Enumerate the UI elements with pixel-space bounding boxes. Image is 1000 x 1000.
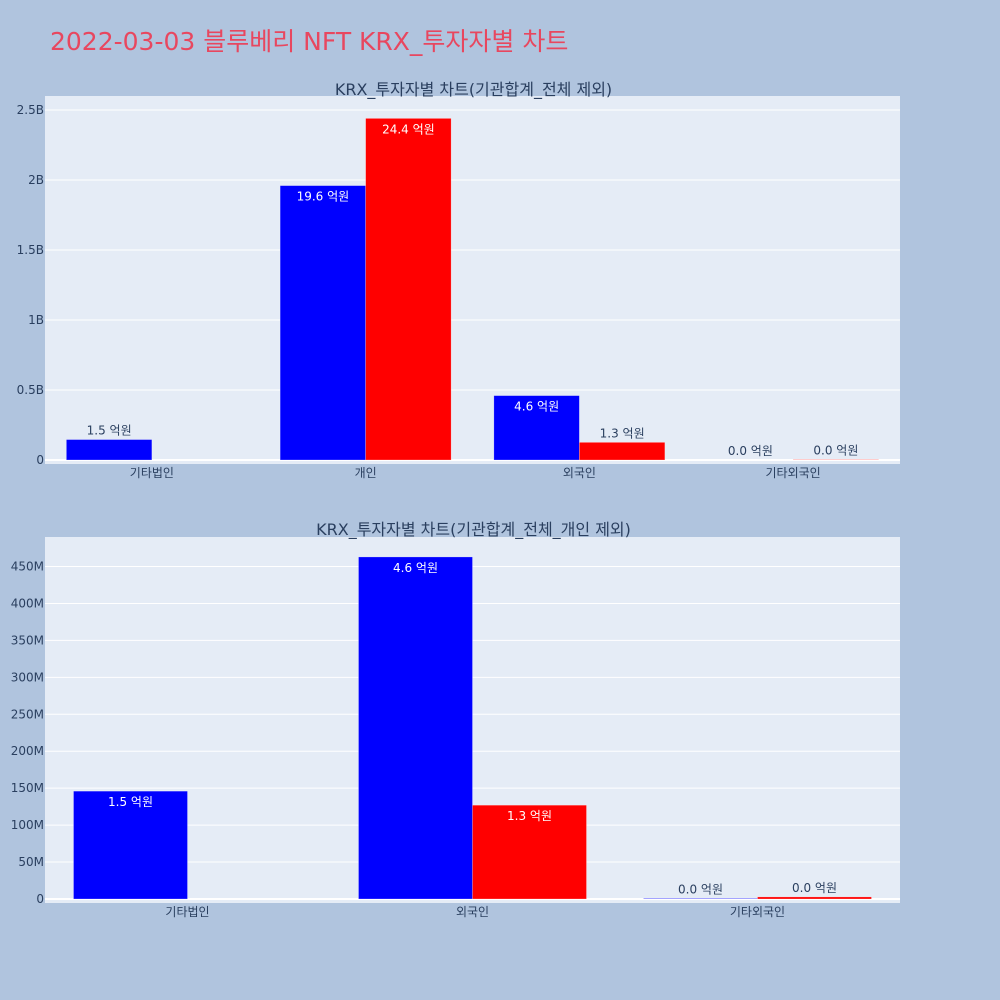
y-tick-label: 0 [36,453,44,467]
bar-red [365,118,452,461]
data-label: 0.0 억원 [678,882,723,896]
data-label: 4.6 억원 [514,400,559,414]
y-tick-label: 350M [11,633,44,647]
x-tick-label: 외국인 [563,466,596,480]
bar-blue [643,898,758,900]
bar-blue [279,185,366,461]
x-tick-label: 기타법인 [130,466,174,480]
bar-blue [358,556,473,900]
y-tick-label: 300M [11,670,44,684]
y-tick-label: 2.5B [17,103,44,117]
y-tick-label: 1B [28,313,44,327]
data-label: 0.0 억원 [728,444,773,458]
y-tick-label: 2B [28,173,44,187]
chart-title: KRX_투자자별 차트(기관합계_전체_개인 제외) [316,520,631,540]
x-tick-label: 기타외국인 [766,466,821,480]
y-tick-label: 400M [11,596,44,610]
bar-red [579,442,666,461]
y-tick-label: 1.5B [17,243,44,257]
data-label: 1.5 억원 [108,795,153,809]
data-label: 1.3 억원 [600,426,645,440]
x-tick-label: 개인 [355,466,377,480]
y-tick-label: 200M [11,744,44,758]
bar-blue [73,790,188,900]
data-label: 0.0 억원 [792,881,837,895]
y-tick-label: 0 [36,892,44,906]
bar-blue [493,395,580,461]
data-label: 4.6 억원 [393,561,438,575]
x-tick-label: 외국인 [456,905,489,919]
bar-red [757,896,872,900]
x-tick-label: 기타법인 [165,905,209,919]
y-tick-label: 150M [11,781,44,795]
x-tick-label: 기타외국인 [730,905,785,919]
bar-blue [66,439,153,461]
bar-red [472,804,587,900]
data-label: 0.0 억원 [813,444,858,458]
chart-title: KRX_투자자별 차트(기관합계_전체 제외) [335,80,612,100]
y-tick-label: 50M [18,855,44,869]
data-label: 1.5 억원 [87,424,132,438]
y-tick-label: 0.5B [17,383,44,397]
y-tick-label: 250M [11,707,44,721]
y-tick-label: 450M [11,560,44,574]
page-title: 2022-03-03 블루베리 NFT KRX_투자자별 차트 [50,27,569,56]
y-tick-label: 100M [11,818,44,832]
data-label: 24.4 억원 [382,122,435,136]
plot-area [45,96,900,464]
data-label: 1.3 억원 [507,809,552,823]
data-label: 19.6 억원 [297,190,350,204]
